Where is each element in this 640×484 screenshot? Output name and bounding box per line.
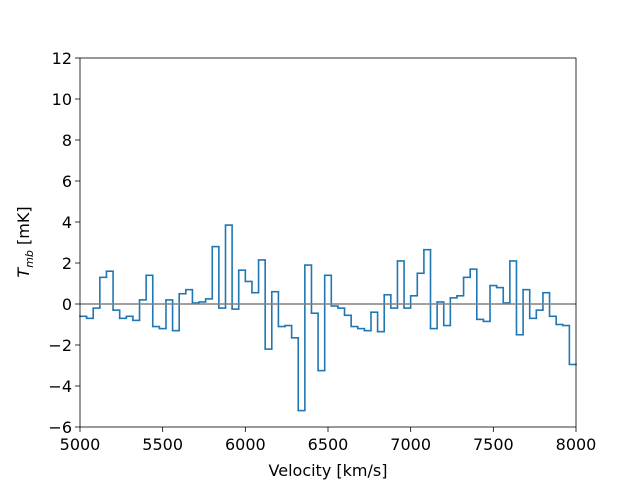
y-label-symbol: T — [14, 267, 33, 278]
x-tick-label: 5500 — [142, 435, 183, 454]
y-tick-label: −6 — [48, 418, 72, 437]
x-tick-label: 6500 — [308, 435, 349, 454]
y-tick-label: 8 — [62, 131, 72, 150]
y-tick-label: 2 — [62, 254, 72, 273]
plot-frame — [79, 57, 577, 428]
y-label-unit: [mK] — [14, 206, 33, 250]
y-tick-label: 6 — [62, 172, 72, 191]
x-tick-label: 5000 — [60, 435, 101, 454]
y-axis-label: Tmb [mK] — [14, 206, 36, 277]
x-tick-label: 7500 — [473, 435, 514, 454]
step-riser — [85, 225, 571, 411]
x-tick-label: 7000 — [390, 435, 431, 454]
y-tick-label: 10 — [52, 90, 72, 109]
y-tick-label: −4 — [48, 377, 72, 396]
y-tick-label: 12 — [52, 49, 72, 68]
y-tick-label: −2 — [48, 336, 72, 355]
y-tick-label: 0 — [62, 295, 72, 314]
x-tick-label: 6000 — [225, 435, 266, 454]
x-tick-label: 8000 — [556, 435, 597, 454]
y-label-subscript: mb — [23, 250, 36, 268]
y-tick-label: 4 — [62, 213, 72, 232]
x-axis-label: Velocity [km/s] — [269, 461, 388, 480]
